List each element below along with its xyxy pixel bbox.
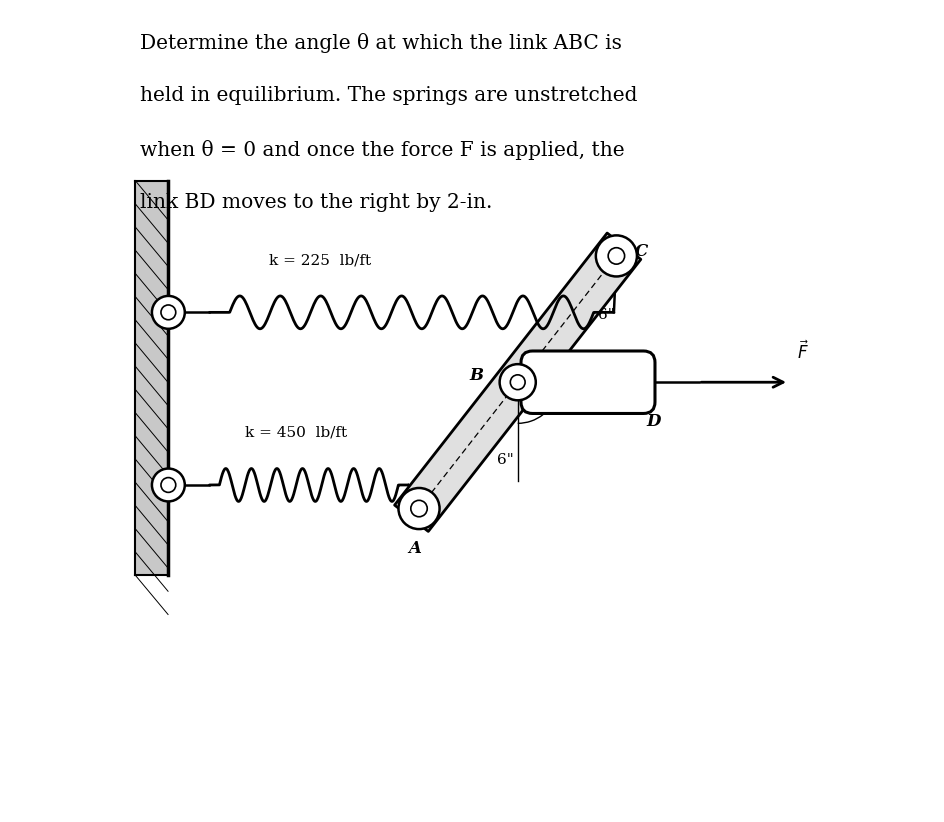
Text: k = 225  lb/ft: k = 225 lb/ft (269, 253, 371, 267)
Circle shape (152, 469, 185, 501)
Text: θ: θ (490, 434, 498, 449)
Text: $\vec{F}$: $\vec{F}$ (797, 341, 808, 363)
Circle shape (608, 247, 624, 264)
Circle shape (499, 364, 535, 400)
Bar (135, 181, 168, 575)
Circle shape (160, 305, 176, 320)
Text: 6": 6" (598, 308, 615, 322)
Text: D: D (646, 413, 661, 431)
Text: held in equilibrium. The springs are unstretched: held in equilibrium. The springs are uns… (140, 86, 636, 105)
Circle shape (510, 375, 525, 390)
Circle shape (152, 296, 185, 329)
Text: C: C (633, 243, 647, 261)
FancyBboxPatch shape (520, 351, 654, 413)
Text: 6": 6" (497, 453, 514, 467)
Circle shape (398, 488, 439, 529)
Text: link BD moves to the right by 2-in.: link BD moves to the right by 2-in. (140, 193, 492, 212)
Circle shape (411, 501, 427, 517)
Text: Determine the angle θ at which the link ABC is: Determine the angle θ at which the link … (140, 33, 621, 53)
Text: when θ = 0 and once the force F is applied, the: when θ = 0 and once the force F is appli… (140, 140, 624, 159)
Polygon shape (395, 233, 640, 531)
Circle shape (160, 478, 176, 492)
Text: A: A (408, 540, 421, 556)
Text: k = 450  lb/ft: k = 450 lb/ft (244, 426, 346, 440)
Circle shape (596, 235, 636, 276)
Text: B: B (468, 367, 482, 384)
